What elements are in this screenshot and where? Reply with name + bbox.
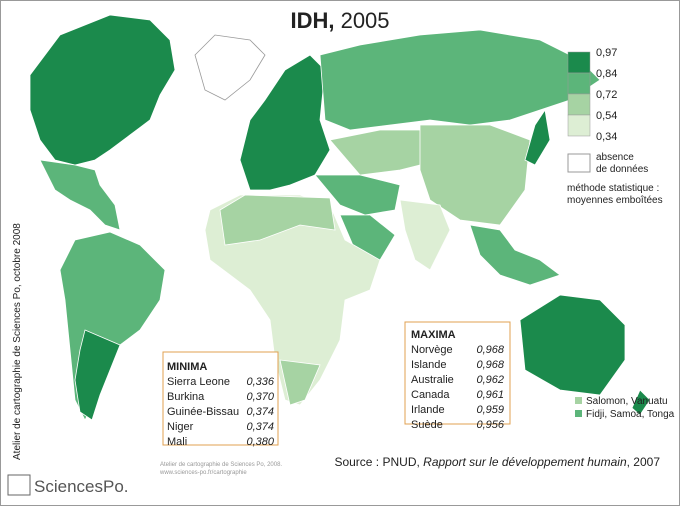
world-map bbox=[29, 14, 651, 421]
minima-box bbox=[162, 351, 279, 446]
southern-cone bbox=[74, 329, 121, 421]
idh-value: 0,374 bbox=[246, 406, 274, 418]
new-zealand bbox=[631, 389, 651, 416]
southeast-asia bbox=[469, 224, 561, 286]
maxima-box bbox=[404, 321, 511, 425]
country: Guinée-Bissau bbox=[167, 406, 239, 418]
island-label: Salomon, Vanuatu bbox=[586, 396, 668, 407]
legend-break: 0,72 bbox=[596, 89, 617, 101]
legend-swatch bbox=[567, 114, 591, 137]
idh-value: 0,961 bbox=[476, 389, 504, 401]
legend-swatch bbox=[567, 51, 591, 74]
table-title: MINIMA bbox=[167, 361, 207, 373]
idh-value: 0,962 bbox=[476, 374, 504, 386]
map-title: IDH, 2005 bbox=[290, 8, 389, 33]
country: Suède bbox=[411, 419, 443, 431]
country: Niger bbox=[167, 421, 194, 433]
greenland bbox=[194, 34, 266, 101]
footer-note: Atelier de cartographie de Sciences Po, … bbox=[160, 462, 282, 468]
idh-value: 0,374 bbox=[246, 421, 274, 433]
china bbox=[419, 124, 531, 226]
idh-value: 0,336 bbox=[246, 376, 274, 388]
legend-swatch bbox=[567, 93, 591, 116]
country: Australie bbox=[411, 374, 454, 386]
central-america bbox=[39, 159, 121, 231]
legend-break: 0,54 bbox=[596, 110, 617, 122]
idh-value: 0,968 bbox=[476, 359, 504, 371]
country: Mali bbox=[167, 436, 187, 448]
minima-table: MINIMA Sierra Leone 0,336 Burkina 0,370 Guiné… bbox=[167, 361, 275, 448]
australia bbox=[519, 294, 626, 396]
no-data-swatch bbox=[567, 153, 591, 173]
japan bbox=[524, 108, 551, 166]
idh-value: 0,380 bbox=[246, 436, 274, 448]
logo: SciencesPo. bbox=[34, 477, 129, 496]
idh-value: 0,370 bbox=[246, 391, 274, 403]
footer-note: www.sciences-po.fr/cartographie bbox=[159, 470, 247, 476]
no-data-label: absence bbox=[596, 152, 634, 163]
country: Canada bbox=[411, 389, 450, 401]
source: Source : PNUD, Rapport sur le développem… bbox=[334, 455, 660, 469]
credit: Atelier de cartographie de Sciences Po, … bbox=[12, 223, 23, 460]
north-america bbox=[29, 14, 176, 166]
method-note: moyennes emboîtées bbox=[567, 195, 663, 206]
country: Norvège bbox=[411, 344, 453, 356]
legend-swatch bbox=[567, 72, 591, 95]
europe bbox=[239, 54, 331, 191]
country: Irlande bbox=[411, 404, 445, 416]
country: Burkina bbox=[167, 391, 205, 403]
idh-value: 0,959 bbox=[476, 404, 504, 416]
no-data-label: de données bbox=[596, 164, 648, 175]
southern-africa bbox=[279, 359, 321, 406]
country: Islande bbox=[411, 359, 446, 371]
legend-break: 0,84 bbox=[596, 68, 617, 80]
country: Sierra Leone bbox=[167, 376, 230, 388]
idh-value: 0,956 bbox=[476, 419, 504, 431]
island-swatch bbox=[575, 397, 582, 404]
legend: 0,97 0,84 0,72 0,54 0,34 bbox=[567, 47, 617, 143]
island-label: Fidji, Samoa, Tonga bbox=[586, 409, 675, 420]
idh-value: 0,968 bbox=[476, 344, 504, 356]
india bbox=[399, 199, 451, 271]
logo-icon bbox=[7, 474, 31, 496]
island-swatch bbox=[575, 410, 582, 417]
legend-break: 0,97 bbox=[596, 47, 617, 59]
method-note: méthode statistique : bbox=[567, 183, 659, 194]
legend-break: 0,34 bbox=[596, 131, 617, 143]
maxima-table: MAXIMA Norvège 0,968 Islande 0,968 Australie 0… bbox=[411, 329, 505, 431]
russia bbox=[319, 29, 601, 131]
north-africa bbox=[219, 194, 336, 246]
table-title: MAXIMA bbox=[411, 329, 456, 341]
middle-east bbox=[314, 174, 401, 216]
